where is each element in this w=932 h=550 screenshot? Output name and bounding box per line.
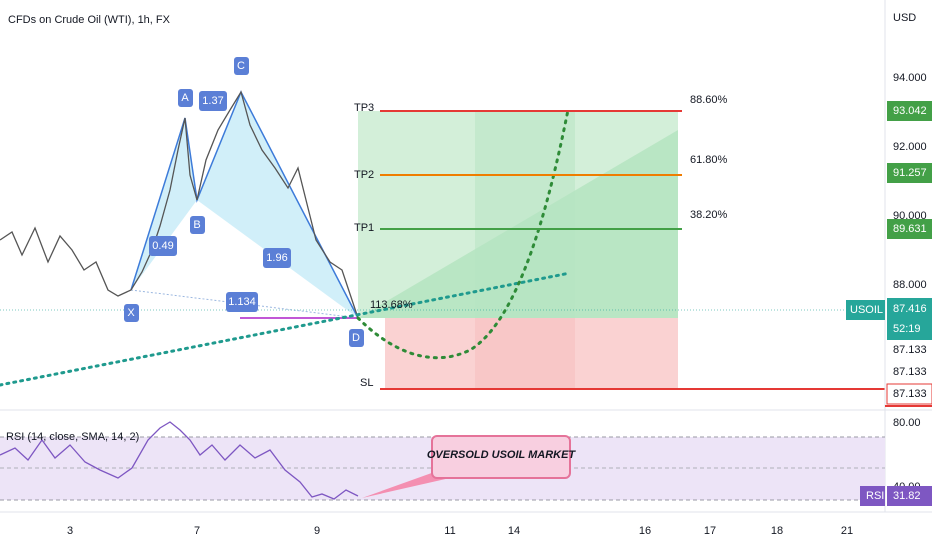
price-tag: 91.257 bbox=[893, 167, 927, 179]
point-box bbox=[349, 329, 364, 347]
tag-box bbox=[887, 101, 932, 121]
point-label: X bbox=[127, 307, 135, 319]
loss-band bbox=[475, 318, 575, 389]
ratio-box bbox=[226, 292, 258, 312]
pattern-labels: X A B C D 1.37 0.49 1.96 1.134 bbox=[124, 57, 364, 347]
point-label: D bbox=[352, 332, 360, 344]
level-ratio: 38.20% bbox=[690, 209, 728, 221]
ratio-label: 1.37 bbox=[202, 95, 223, 107]
price-axis bbox=[885, 0, 932, 512]
chart-title: CFDs on Crude Oil (WTI), 1h, FX bbox=[8, 14, 171, 26]
callout-text: OVERSOLD USOIL MARKET bbox=[427, 449, 577, 461]
point-label: C bbox=[237, 60, 245, 72]
level-label: SL bbox=[360, 377, 373, 389]
price-tick-label: 88.000 bbox=[893, 279, 927, 291]
point-box bbox=[124, 304, 139, 322]
ratio-label: 0.49 bbox=[152, 240, 173, 252]
currency-label: USD bbox=[893, 12, 916, 24]
price-tag: 89.631 bbox=[893, 223, 927, 235]
last-price-tag: 87.416 bbox=[893, 303, 927, 315]
level-label: TP3 bbox=[354, 102, 374, 114]
trend-line bbox=[0, 271, 572, 387]
point-box bbox=[178, 89, 193, 107]
point-box bbox=[190, 216, 205, 234]
projection-path bbox=[356, 108, 570, 360]
tag-box bbox=[887, 298, 932, 340]
tag-box bbox=[887, 486, 932, 506]
tag-box bbox=[886, 383, 932, 405]
level-label: TP2 bbox=[354, 169, 374, 181]
time-label: 16 bbox=[639, 525, 651, 537]
tag-box bbox=[887, 219, 932, 239]
level-ratio: 61.80% bbox=[690, 154, 728, 166]
time-label: 7 bbox=[194, 525, 200, 537]
profit-band bbox=[475, 111, 575, 318]
rsi-line bbox=[0, 421, 359, 500]
price-tag: 93.042 bbox=[893, 105, 927, 117]
time-label: 17 bbox=[704, 525, 716, 537]
callout-box bbox=[431, 435, 571, 479]
price-tick-label: 90.000 bbox=[893, 210, 927, 222]
sl-tag: 87.133 bbox=[893, 344, 927, 356]
time-label: 9 bbox=[314, 525, 320, 537]
level-ratio: 88.60% bbox=[690, 94, 728, 106]
ratio-label: 1.96 bbox=[266, 252, 287, 264]
tag-box bbox=[846, 300, 885, 320]
point-box bbox=[234, 57, 249, 75]
time-axis: 3 7 9 11 14 16 17 18 21 bbox=[67, 525, 853, 537]
ratio-box bbox=[199, 91, 227, 111]
time-label: 11 bbox=[444, 525, 455, 537]
point-label: B bbox=[193, 219, 200, 231]
tag-box bbox=[860, 486, 885, 506]
rsi-legend: RSI (14, close, SMA, 14, 2) bbox=[6, 431, 139, 443]
ratio-label: 1.134 bbox=[228, 296, 256, 308]
time-label: 18 bbox=[771, 525, 783, 537]
tag-box bbox=[887, 163, 932, 183]
time-label: 3 bbox=[67, 525, 73, 537]
sl-tag: 87.133 bbox=[893, 366, 927, 378]
rsi-tag: RSI bbox=[866, 490, 884, 502]
callout-pointer bbox=[362, 470, 450, 498]
ratio-box bbox=[263, 248, 291, 268]
level-label: TP1 bbox=[354, 222, 374, 234]
price-tick-label: 92.000 bbox=[893, 141, 927, 153]
extension-label: 113.68% bbox=[370, 299, 413, 311]
ratio-box bbox=[149, 236, 177, 256]
time-label: 14 bbox=[508, 525, 520, 537]
point-label: A bbox=[181, 92, 189, 104]
rsi-tick-label: 80.00 bbox=[893, 417, 921, 429]
price-line bbox=[0, 90, 359, 319]
symbol-tag: USOIL bbox=[850, 304, 883, 316]
pattern-xab bbox=[131, 118, 197, 290]
sl-tag: 87.133 bbox=[893, 388, 927, 400]
pattern-bcd bbox=[197, 92, 358, 318]
countdown: 52:19 bbox=[893, 323, 921, 335]
time-label: 21 bbox=[841, 525, 853, 537]
price-tick-label: 94.000 bbox=[893, 72, 927, 84]
rsi-value: 31.82 bbox=[893, 490, 921, 502]
